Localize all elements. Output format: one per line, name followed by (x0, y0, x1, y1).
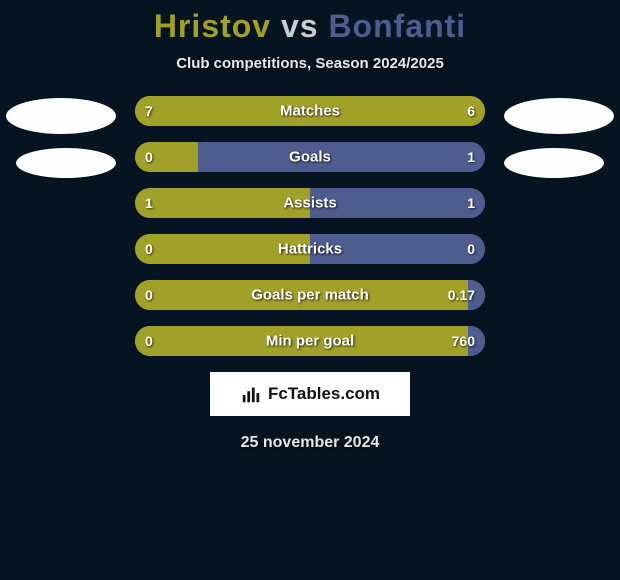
title-player2: Bonfanti (328, 8, 466, 44)
stat-bars-container: 7 Matches 6 0 Goals 1 1 Assists 1 0 Hattricks 0 0 Goa… (135, 96, 485, 356)
stat-value-right: 760 (452, 333, 475, 349)
stat-value-right: 1 (467, 195, 475, 211)
stat-fill-right (198, 142, 485, 172)
stat-label: Goals per match (251, 287, 369, 304)
stat-row: 7 Matches 6 (135, 96, 485, 126)
player2-avatar-placeholder (504, 98, 614, 134)
stat-value-left: 1 (145, 195, 153, 211)
stat-row: 1 Assists 1 (135, 188, 485, 218)
brand-text: FcTables.com (268, 384, 380, 404)
stat-value-right: 1 (467, 149, 475, 165)
stat-label: Hattricks (278, 241, 342, 258)
stat-value-right: 0.17 (448, 287, 475, 303)
stat-label: Matches (280, 103, 340, 120)
stat-value-right: 0 (467, 241, 475, 257)
stat-row: 0 Goals 1 (135, 142, 485, 172)
stat-value-left: 0 (145, 241, 153, 257)
stat-label: Goals (289, 149, 331, 166)
subtitle: Club competitions, Season 2024/2025 (0, 55, 620, 72)
stat-value-left: 0 (145, 287, 153, 303)
title-vs: vs (281, 8, 319, 44)
stat-value-right: 6 (467, 103, 475, 119)
brand-box: FcTables.com (210, 372, 410, 416)
stat-label: Assists (283, 195, 336, 212)
date-text: 25 november 2024 (0, 434, 620, 452)
stat-value-left: 7 (145, 103, 153, 119)
player1-avatar-placeholder (6, 98, 116, 134)
player1-club-placeholder (16, 148, 116, 178)
player2-club-placeholder (504, 148, 604, 178)
stat-value-left: 0 (145, 149, 153, 165)
stat-row: 0 Hattricks 0 (135, 234, 485, 264)
page-title: Hristov vs Bonfanti (0, 0, 620, 45)
chart-area: 7 Matches 6 0 Goals 1 1 Assists 1 0 Hattricks 0 0 Goa… (0, 96, 620, 356)
stat-row: 0 Min per goal 760 (135, 326, 485, 356)
stat-value-left: 0 (145, 333, 153, 349)
stat-row: 0 Goals per match 0.17 (135, 280, 485, 310)
bar-chart-icon (240, 383, 262, 405)
title-player1: Hristov (154, 8, 271, 44)
stat-label: Min per goal (266, 333, 354, 350)
